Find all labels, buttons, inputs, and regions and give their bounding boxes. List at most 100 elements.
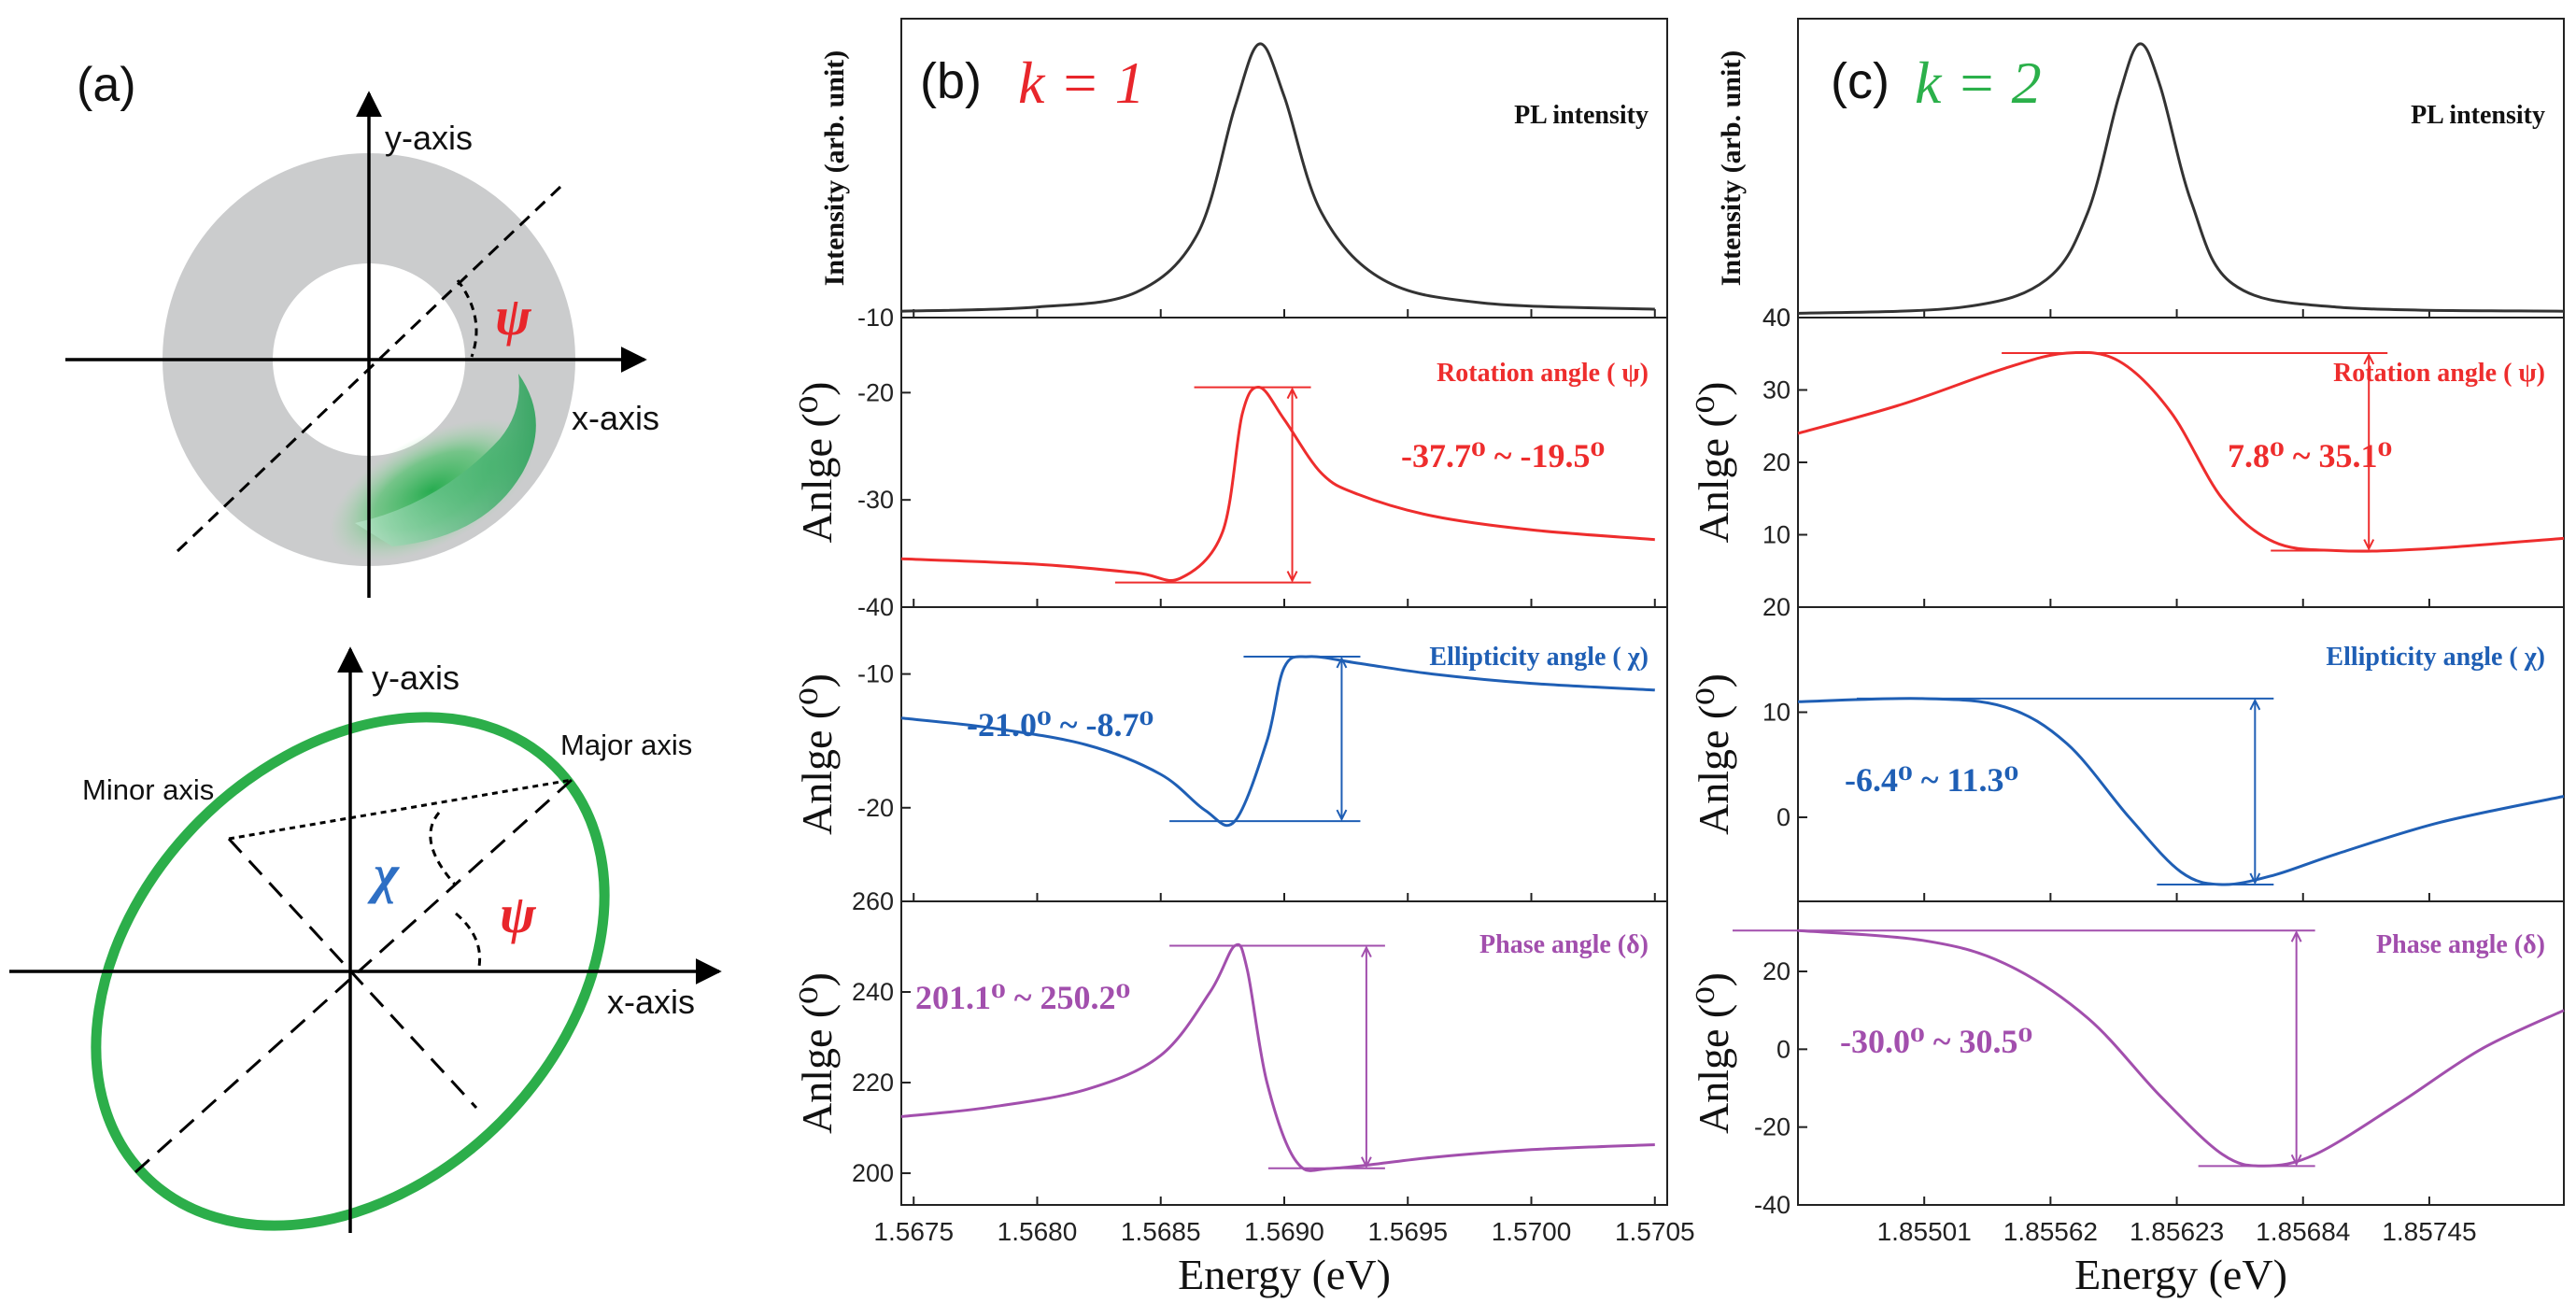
legend-label: Ellipticity angle ( χ) — [2326, 643, 2545, 672]
plot-frame — [1797, 900, 2565, 1206]
legend-label: Phase angle (δ) — [1479, 930, 1649, 959]
y-tick-label: -20 — [857, 378, 894, 406]
y-tick-label: 20 — [1762, 957, 1790, 985]
range-arrowhead-bottom — [1286, 571, 1298, 583]
ellipse-diagram: χ ψ y-axis x-axis Major axis Minor axis — [9, 646, 722, 1233]
y-axis-label: Anlge (⁰) — [1690, 382, 1737, 544]
y-tick-label: 40 — [1762, 304, 1790, 332]
subplot-ellipticity: -20 -10 Anlge (⁰) Ellipticity angle ( χ) -21… — [793, 606, 1668, 902]
psi-symbol-bottom: ψ — [500, 884, 537, 944]
y-tick-label: 20 — [1762, 593, 1790, 621]
major-axis-line — [134, 778, 573, 1174]
subplot-ellipticity: 0 10 20 Anlge (⁰) Ellipticity angle ( χ) -6.4… — [1690, 593, 2565, 902]
y-tick-label: 10 — [1762, 521, 1790, 549]
y-tick-label: 260 — [852, 887, 894, 915]
subplot-phase: -40 -20 0 20 Anlge (⁰) Phase angle (δ) -30.0⁰ … — [1690, 900, 2565, 1219]
x-tick-label: 1.85684 — [2256, 1217, 2350, 1246]
range-annotation: -30.0⁰ ~ 30.5⁰ — [1840, 1023, 2032, 1060]
y-axis-label-top: y-axis — [385, 119, 473, 157]
x-tick-label: 1.5705 — [1615, 1217, 1695, 1246]
range-annotation: 7.8⁰ ~ 35.1⁰ — [2228, 437, 2392, 474]
y-tick-label: -40 — [857, 593, 894, 621]
polarization-ellipse — [91, 712, 610, 1231]
range-arrowhead-top — [2363, 352, 2375, 365]
series-line-ellipticity — [900, 655, 1655, 828]
major-axis-label: Major axis — [560, 729, 692, 761]
panel-label: (c) — [1831, 53, 1890, 109]
green-arc — [355, 374, 536, 546]
minor-axis-line — [227, 837, 478, 1110]
chi-symbol: χ — [367, 843, 400, 904]
plot-frame — [900, 18, 1668, 319]
range-annotation: -21.0⁰ ~ -8.7⁰ — [967, 706, 1154, 744]
x-tick-label: 1.5680 — [998, 1217, 1078, 1246]
psi-symbol-top: ψ — [495, 286, 532, 347]
x-tick-label: 1.85501 — [1877, 1217, 1972, 1246]
range-arrowhead-top — [2290, 930, 2302, 942]
chi-chord — [228, 778, 573, 841]
x-axis-label-top: x-axis — [572, 399, 659, 437]
legend-label: Rotation angle ( ψ) — [1437, 359, 1649, 388]
y-axis-label: Intensity (arb. unit) — [1716, 50, 1747, 287]
range-arrowhead-top — [2249, 698, 2261, 711]
psi-arc — [456, 279, 478, 358]
range-arrowhead-top — [1361, 945, 1372, 957]
range-arrowhead-bottom — [2363, 539, 2375, 551]
x-tick-label: 1.85623 — [2130, 1217, 2224, 1246]
panel-c: 40 Intensity (arb. unit) PL intensity 10 20 3… — [1690, 18, 2565, 1298]
subplot-rotation: -40 -30 -20 Anlge (⁰) Rotation angle ( ψ) -37… — [793, 317, 1668, 621]
panel-a: (a) ψ y-axis x-axis χ ψ y-axis — [9, 58, 722, 1233]
y-tick-label: 30 — [1762, 376, 1790, 404]
range-annotation: -37.7⁰ ~ -19.5⁰ — [1401, 437, 1605, 474]
range-arrowhead-bottom — [2290, 1154, 2302, 1167]
y-axis-label: Anlge (⁰) — [793, 382, 841, 544]
y-axis-label: Anlge (⁰) — [793, 972, 841, 1134]
x-tick-label: 1.5685 — [1121, 1217, 1201, 1246]
series-line-pl — [1797, 42, 2565, 315]
range-annotation: 201.1⁰ ~ 250.2⁰ — [915, 979, 1130, 1016]
y-tick-label: -10 — [857, 660, 894, 688]
rotated-axis — [176, 185, 562, 553]
x-axis-label-bottom: x-axis — [607, 983, 695, 1021]
y-tick-label: 20 — [1762, 448, 1790, 476]
range-arrowhead-top — [1286, 387, 1298, 400]
x-axis-label: Energy (eV) — [1178, 1251, 1391, 1298]
range-arrowhead-bottom — [1361, 1156, 1372, 1168]
y-axis-label: Intensity (arb. unit) — [819, 50, 850, 287]
y-tick-label: -20 — [857, 794, 894, 822]
y-tick-label: 10 — [1762, 699, 1790, 727]
series-line-rotation — [900, 386, 1655, 583]
x-tick-label: 1.5695 — [1367, 1217, 1448, 1246]
range-arrowhead-top — [1336, 656, 1348, 669]
legend-label: PL intensity — [1514, 101, 1649, 130]
legend-label: Ellipticity angle ( χ) — [1429, 643, 1649, 672]
y-tick-label: -30 — [857, 486, 894, 514]
series-line-phase — [900, 942, 1655, 1172]
legend-label: Phase angle (δ) — [2376, 930, 2545, 959]
x-tick-label: 1.5690 — [1244, 1217, 1324, 1246]
y-tick-label: 200 — [852, 1159, 894, 1187]
subplot-phase: 200 220 240 260 Anlge (⁰) Phase angle (δ) 201.… — [793, 887, 1668, 1206]
y-tick-label: -40 — [1754, 1191, 1790, 1219]
range-arrowhead-bottom — [1336, 809, 1348, 822]
y-tick-label: 40 — [1762, 304, 1790, 332]
y-tick-label: 240 — [852, 978, 894, 1006]
y-tick-label: 0 — [1776, 1035, 1790, 1063]
y-axis-label: Anlge (⁰) — [1690, 972, 1737, 1134]
panel-label: (b) — [920, 53, 982, 109]
subplot-pl: 40 Intensity (arb. unit) PL intensity — [1716, 18, 2565, 332]
y-tick-label: 220 — [852, 1069, 894, 1097]
x-tick-label: 1.5675 — [873, 1217, 954, 1246]
chi-arc — [429, 812, 458, 887]
y-axis-label: Anlge (⁰) — [1690, 673, 1737, 835]
psi-arc-bottom — [455, 912, 482, 972]
panel-a-label: (a) — [77, 58, 136, 112]
minor-axis-label: Minor axis — [82, 773, 214, 806]
range-annotation: -6.4⁰ ~ 11.3⁰ — [1845, 761, 2018, 799]
x-tick-label: 1.5700 — [1492, 1217, 1572, 1246]
series-line-ellipticity — [1797, 697, 2565, 886]
range-arrowhead-bottom — [2249, 872, 2261, 885]
